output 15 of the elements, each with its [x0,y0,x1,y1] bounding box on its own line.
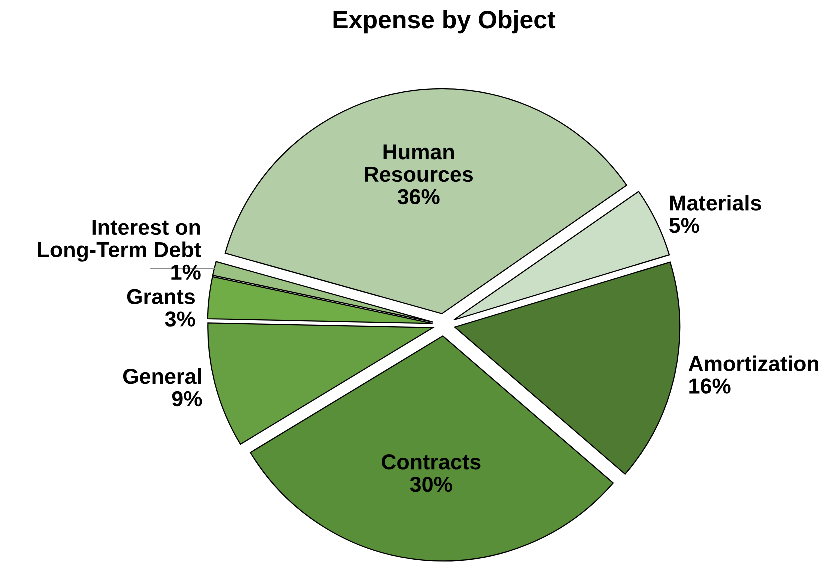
data-label: 36% [398,189,440,205]
data-label: 9% [172,391,202,407]
chart-title: Expense by Object [334,10,556,34]
slice-label: Materials [670,195,762,211]
slice-label: General [123,368,202,384]
data-label: 5% [670,218,700,234]
slice-label: Amortization [688,356,819,372]
data-label: 1% [172,264,201,280]
slice-label: Interest on Long-Term Debt [38,220,202,262]
slice-label: Human Resources [365,144,474,182]
data-label: 3% [165,312,196,327]
slice-label: Contracts [382,454,481,470]
data-label: 30% [410,476,452,492]
data-label: 16% [690,378,731,394]
slice-label: Grants [127,289,196,304]
